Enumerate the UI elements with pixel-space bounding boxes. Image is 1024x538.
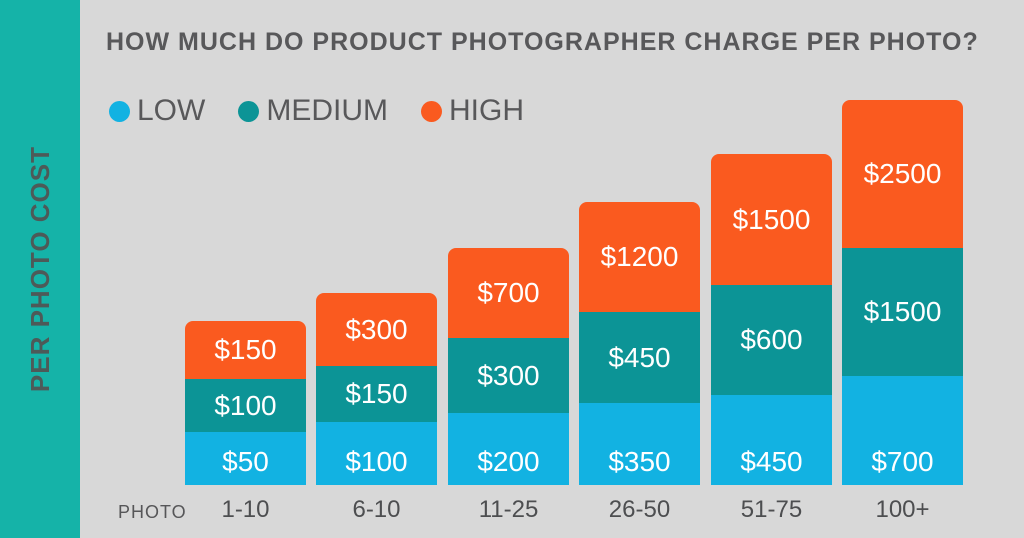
bar-value-label: $50	[222, 446, 269, 477]
chart-title: HOW MUCH DO PRODUCT PHOTOGRAPHER CHARGE …	[106, 28, 979, 56]
bar-100+: $2500 $1500 $700	[842, 100, 963, 485]
legend: LOW MEDIUM HIGH	[109, 96, 524, 126]
x-tick-label-11-25: 11-25	[478, 496, 539, 523]
bar-segment-medium-51-75: $600	[711, 285, 832, 395]
bar-value-label: $700	[477, 277, 540, 308]
legend-label-low: LOW	[137, 94, 206, 127]
bar-value-label: $150	[214, 334, 277, 365]
x-tick-label-100+: 100+	[875, 496, 930, 523]
bar-segment-high-51-75: $1500	[711, 154, 832, 285]
bar-value-label: $300	[345, 313, 408, 345]
bar-value-label: $1200	[600, 241, 679, 272]
bar-value-label: $150	[345, 378, 408, 409]
bar-segment-high-26-50: $1200	[579, 202, 700, 312]
bar-11-25: $700 $300 $200	[448, 248, 569, 485]
bar-segment-high-11-25: $700	[448, 248, 569, 338]
legend-label-high: HIGH	[449, 94, 524, 127]
bar-segment-high-100+: $2500	[842, 100, 963, 248]
bar-value-label: $100	[345, 446, 408, 477]
legend-item-high: HIGH	[421, 96, 524, 126]
legend-dot-low-icon	[109, 100, 130, 122]
bar-26-50: $1200 $450 $350	[579, 202, 700, 485]
legend-label-medium: MEDIUM	[266, 94, 388, 127]
legend-item-medium: MEDIUM	[238, 96, 388, 126]
bar-segment-medium-100+: $1500	[842, 248, 963, 376]
bar-segment-low-11-25: $200	[448, 413, 569, 485]
bar-segment-medium-11-25: $300	[448, 338, 569, 413]
bar-segment-medium-26-50: $450	[579, 312, 700, 403]
sidebar-band: PER PHOTO COST	[0, 0, 80, 538]
x-tick-label-6-10: 6-10	[352, 496, 401, 523]
bar-value-label: $1500	[732, 203, 811, 235]
x-axis-row-label: PHOTO	[118, 502, 187, 522]
bar-51-75: $1500 $600 $450	[711, 154, 832, 485]
bar-segment-low-6-10: $100	[316, 422, 437, 485]
bar-segment-high-1-10: $150	[185, 321, 306, 379]
bar-1-10: $150 $100 $50	[185, 321, 306, 485]
bar-value-label: $600	[740, 324, 803, 355]
legend-item-low: LOW	[109, 96, 205, 126]
bar-value-label: $2500	[863, 158, 942, 189]
x-tick-label-1-10: 1-10	[221, 496, 270, 523]
bar-segment-low-51-75: $450	[711, 395, 832, 485]
bar-value-label: $100	[214, 389, 277, 421]
legend-dot-high-icon	[421, 100, 442, 122]
bar-segment-low-1-10: $50	[185, 432, 306, 485]
bar-segment-medium-1-10: $100	[185, 379, 306, 432]
bar-segment-low-26-50: $350	[579, 403, 700, 485]
x-tick-label-26-50: 26-50	[608, 496, 671, 523]
bar-6-10: $300 $150 $100	[316, 293, 437, 485]
bar-value-label: $450	[608, 341, 671, 373]
bar-value-label: $200	[477, 446, 540, 477]
bar-segment-medium-6-10: $150	[316, 366, 437, 422]
bar-segment-high-6-10: $300	[316, 293, 437, 366]
bar-value-label: $450	[740, 446, 803, 477]
x-tick-label-51-75: 51-75	[740, 496, 803, 523]
bar-value-label: $300	[477, 359, 540, 391]
bar-value-label: $700	[871, 446, 934, 477]
legend-dot-medium-icon	[238, 100, 260, 122]
bar-value-label: $1500	[863, 296, 942, 327]
bar-segment-low-100+: $700	[842, 376, 963, 485]
bar-value-label: $350	[608, 446, 671, 477]
